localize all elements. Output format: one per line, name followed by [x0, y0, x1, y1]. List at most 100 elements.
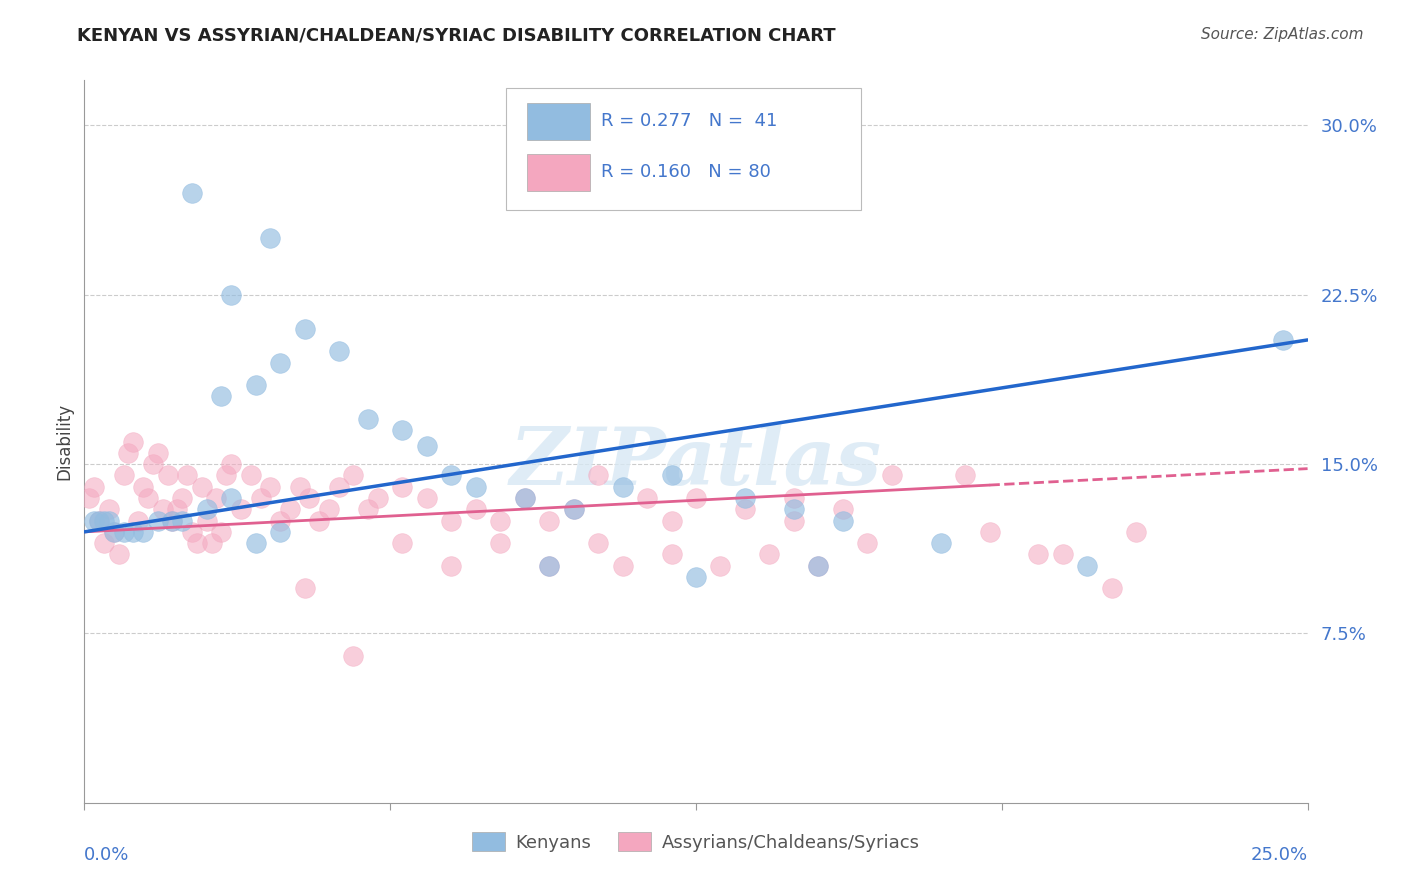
Point — [1076, 558, 1098, 573]
Point — [685, 491, 707, 505]
Point — [1272, 333, 1295, 347]
Point — [586, 468, 609, 483]
Point — [259, 480, 281, 494]
Point — [831, 514, 853, 528]
Point — [709, 558, 731, 573]
Point — [219, 287, 242, 301]
Point — [562, 502, 585, 516]
Point — [357, 502, 380, 516]
Point — [489, 536, 512, 550]
Point — [239, 468, 262, 483]
Point — [93, 536, 115, 550]
Point — [83, 480, 105, 494]
Point — [783, 491, 806, 505]
Point — [464, 480, 486, 494]
Point — [489, 514, 512, 528]
Point — [1052, 548, 1074, 562]
Point — [807, 558, 830, 573]
Point — [367, 491, 389, 505]
Point — [342, 468, 364, 483]
Point — [205, 491, 228, 505]
Point — [195, 514, 218, 528]
Point — [146, 446, 169, 460]
Point — [219, 491, 242, 505]
Point — [538, 558, 561, 573]
Point — [97, 514, 120, 528]
Point — [117, 446, 139, 460]
Point — [929, 536, 952, 550]
Point — [103, 524, 125, 539]
Point — [783, 514, 806, 528]
Point — [87, 514, 110, 528]
Point — [1028, 548, 1050, 562]
Point — [181, 524, 204, 539]
Point — [209, 389, 232, 403]
Text: R = 0.160   N = 80: R = 0.160 N = 80 — [600, 163, 770, 181]
FancyBboxPatch shape — [527, 154, 589, 191]
FancyBboxPatch shape — [506, 87, 860, 211]
Point — [1125, 524, 1147, 539]
Point — [77, 491, 100, 505]
Point — [172, 514, 194, 528]
Point — [97, 502, 120, 516]
Point — [342, 648, 364, 663]
Point — [440, 514, 463, 528]
Point — [245, 536, 267, 550]
Point — [146, 514, 169, 528]
Point — [245, 378, 267, 392]
Point — [132, 480, 155, 494]
Point — [103, 524, 125, 539]
Point — [186, 536, 208, 550]
Point — [191, 480, 214, 494]
Point — [562, 502, 585, 516]
Point — [758, 548, 780, 562]
Point — [162, 514, 184, 528]
Point — [308, 514, 330, 528]
Point — [328, 480, 350, 494]
Point — [181, 186, 204, 201]
Point — [278, 502, 301, 516]
Point — [440, 468, 463, 483]
Point — [856, 536, 879, 550]
Text: 25.0%: 25.0% — [1250, 847, 1308, 864]
Point — [464, 502, 486, 516]
Point — [391, 423, 413, 437]
Point — [538, 514, 561, 528]
Point — [661, 514, 683, 528]
Point — [538, 558, 561, 573]
Point — [229, 502, 252, 516]
Point — [122, 434, 145, 449]
Point — [107, 548, 129, 562]
FancyBboxPatch shape — [527, 103, 589, 140]
Point — [200, 536, 222, 550]
Text: R = 0.277   N =  41: R = 0.277 N = 41 — [600, 112, 778, 130]
Point — [294, 582, 316, 596]
Point — [259, 231, 281, 245]
Point — [176, 468, 198, 483]
Point — [288, 480, 311, 494]
Y-axis label: Disability: Disability — [55, 403, 73, 480]
Point — [357, 412, 380, 426]
Point — [391, 536, 413, 550]
Point — [783, 502, 806, 516]
Point — [142, 457, 165, 471]
Point — [249, 491, 271, 505]
Point — [513, 491, 536, 505]
Text: Source: ZipAtlas.com: Source: ZipAtlas.com — [1201, 27, 1364, 42]
Point — [661, 468, 683, 483]
Point — [328, 344, 350, 359]
Point — [122, 524, 145, 539]
Point — [209, 524, 232, 539]
Point — [172, 491, 194, 505]
Point — [152, 502, 174, 516]
Point — [661, 548, 683, 562]
Legend: Kenyans, Assyrians/Chaldeans/Syriacs: Kenyans, Assyrians/Chaldeans/Syriacs — [465, 825, 927, 859]
Point — [269, 514, 291, 528]
Point — [416, 491, 439, 505]
Point — [391, 480, 413, 494]
Point — [734, 502, 756, 516]
Point — [636, 491, 658, 505]
Point — [215, 468, 238, 483]
Point — [132, 524, 155, 539]
Point — [685, 570, 707, 584]
